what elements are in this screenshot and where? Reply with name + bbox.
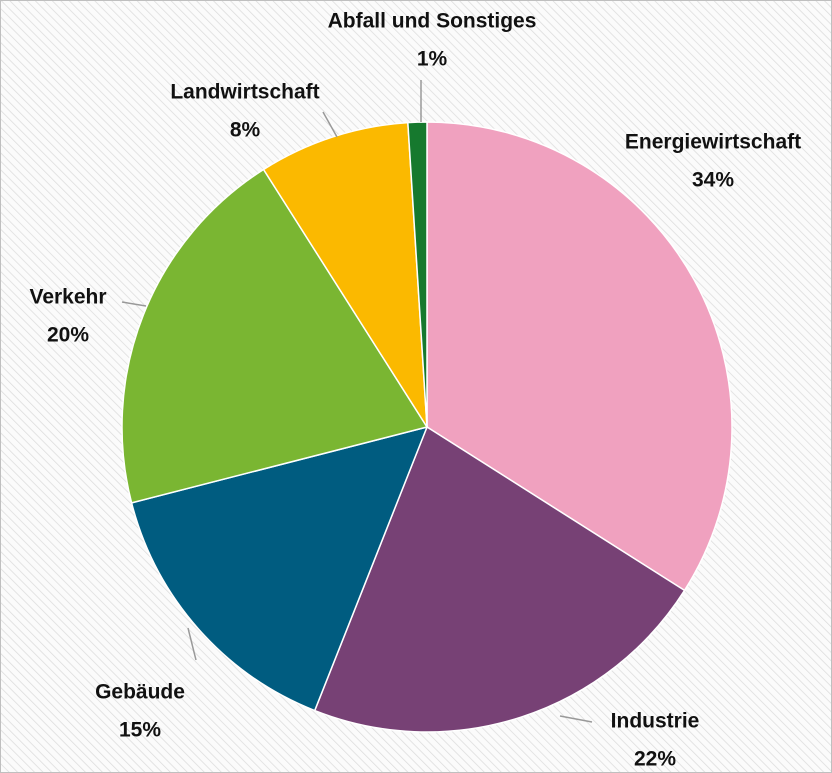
pie-slice bbox=[262, 121, 428, 428]
slice-value-label: 1% bbox=[417, 48, 448, 71]
slice-label: Gebäude bbox=[95, 681, 185, 704]
slice-value-label: 34% bbox=[692, 169, 734, 192]
pie-slice bbox=[121, 168, 429, 504]
slice-value-label: 22% bbox=[634, 748, 676, 771]
slice-label: Industrie bbox=[611, 710, 700, 733]
slice-label: Landwirtschaft bbox=[170, 81, 319, 104]
leader-line bbox=[322, 111, 338, 138]
pie-slice bbox=[426, 121, 733, 592]
slice-value-label: 8% bbox=[230, 119, 261, 142]
slice-value-label: 15% bbox=[119, 719, 161, 742]
slice-label: Verkehr bbox=[29, 286, 106, 309]
pie-slice bbox=[130, 425, 429, 712]
pie-slice bbox=[313, 425, 686, 733]
leader-line bbox=[121, 301, 147, 307]
slice-label: Energiewirtschaft bbox=[625, 131, 801, 154]
slice-label: Abfall und Sonstiges bbox=[328, 10, 537, 33]
pie-slice bbox=[407, 121, 428, 428]
slice-value-label: 20% bbox=[47, 324, 89, 347]
leader-line bbox=[187, 627, 197, 661]
leader-line bbox=[559, 715, 593, 723]
